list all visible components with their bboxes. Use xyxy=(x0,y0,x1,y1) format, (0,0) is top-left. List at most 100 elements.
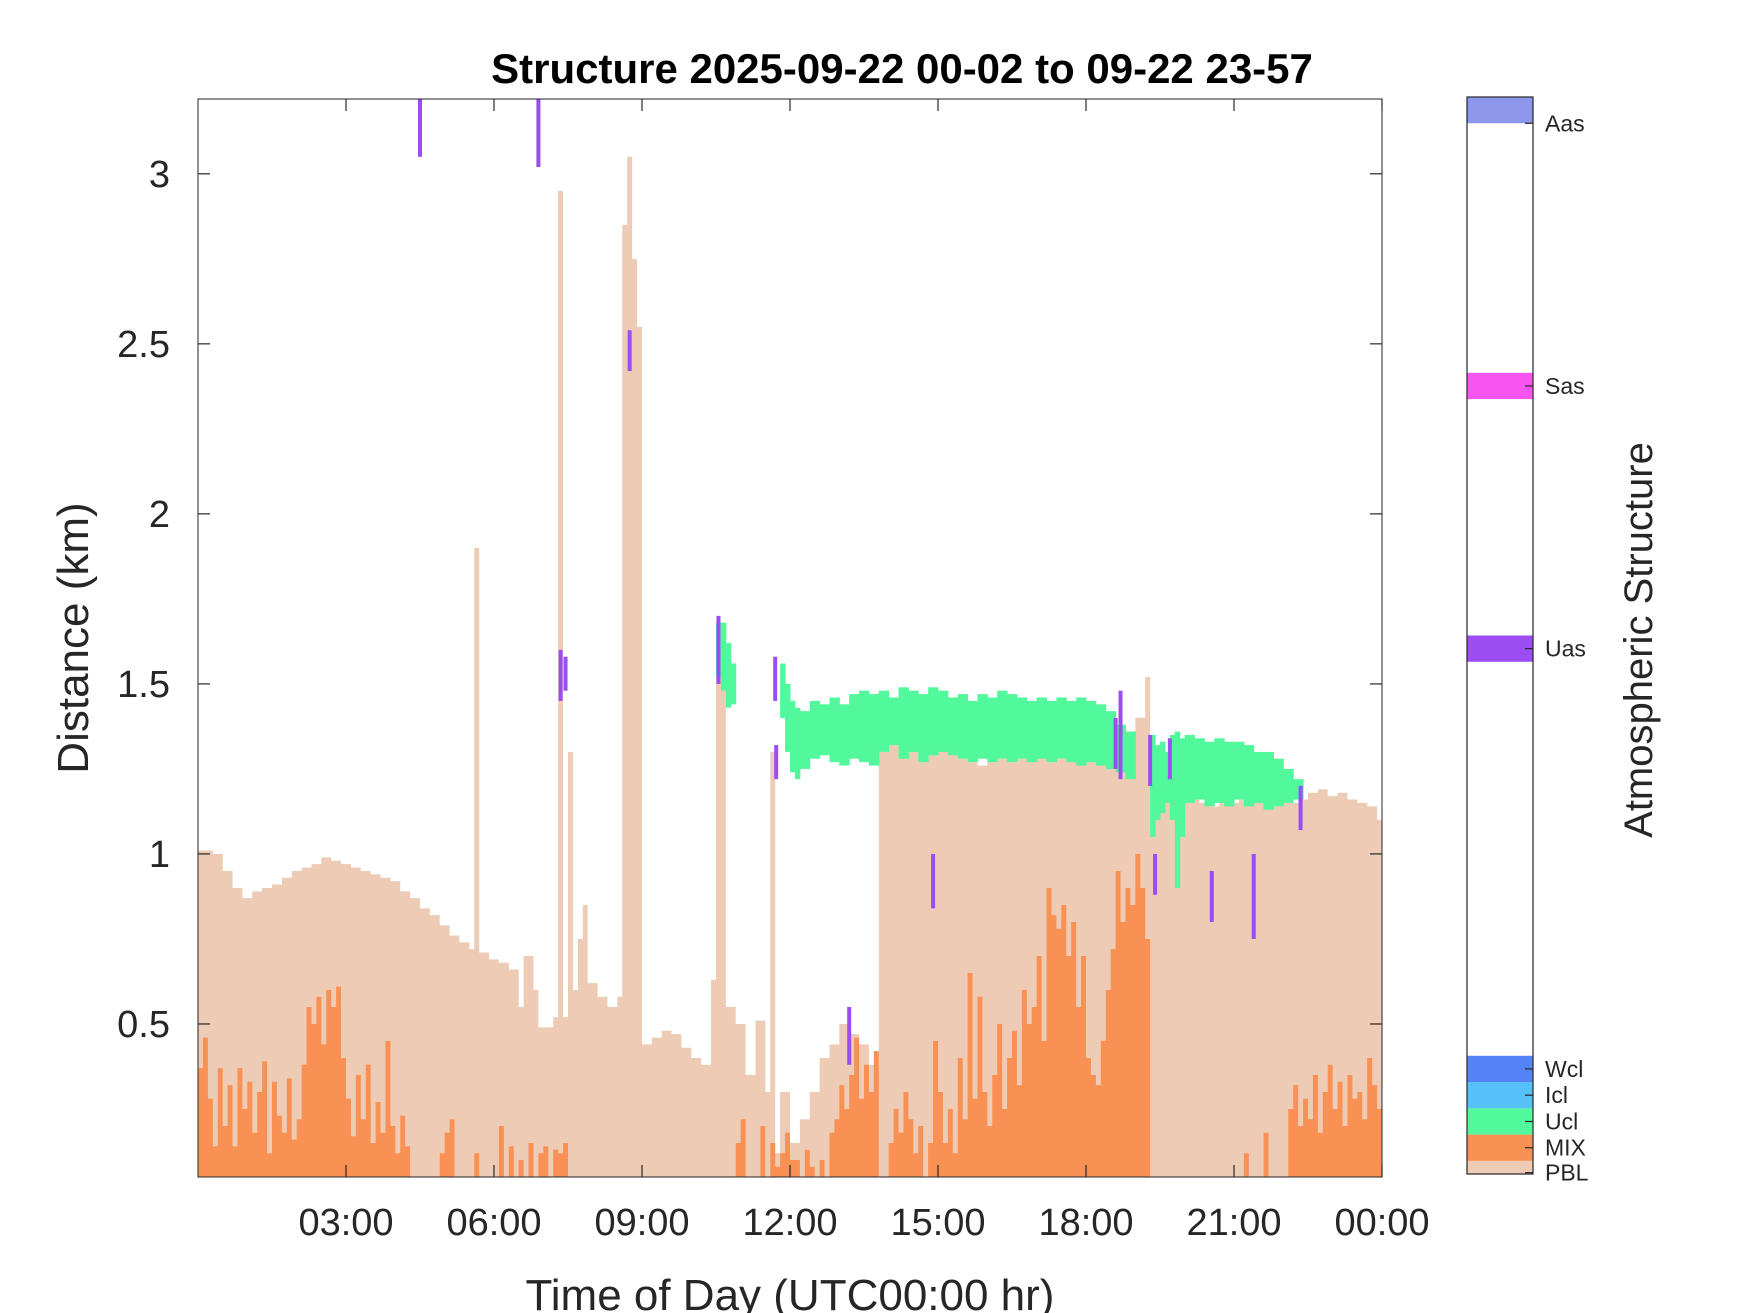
ucl-cell xyxy=(819,704,830,756)
colorbar-label: Sas xyxy=(1545,373,1585,399)
ucl-cell xyxy=(947,697,959,756)
ucl-cell xyxy=(794,707,801,780)
ucl-cell xyxy=(785,683,791,752)
ucl-cell xyxy=(1234,741,1245,800)
colorbar-band-uas xyxy=(1467,635,1533,662)
ucl-cell xyxy=(1224,741,1235,807)
uas-mark xyxy=(627,330,632,372)
ucl-cell xyxy=(908,690,919,752)
ucl-cell xyxy=(997,690,1008,759)
x-tick-label: 03:00 xyxy=(298,1202,393,1244)
y-tick-label: 0.5 xyxy=(117,1004,170,1046)
ucl-cell xyxy=(829,697,840,763)
ucl-cell xyxy=(888,697,900,746)
ucl-cell xyxy=(725,643,732,708)
uas-mark xyxy=(1251,853,1256,939)
colorbar-band-pbl xyxy=(1467,1160,1533,1174)
ucl-cell xyxy=(1016,697,1028,759)
y-tick-label: 2.5 xyxy=(117,324,170,366)
uas-mark xyxy=(931,853,936,909)
uas-mark xyxy=(558,649,563,701)
ucl-cell xyxy=(928,687,939,756)
ucl-cell xyxy=(1036,697,1048,759)
x-tick-label: 21:00 xyxy=(1186,1202,1281,1244)
ucl-cell xyxy=(1076,697,1087,766)
ucl-cell xyxy=(1293,779,1304,800)
pbl-area xyxy=(198,156,1382,1177)
ucl-cell xyxy=(957,694,969,759)
ucl-cell xyxy=(1263,751,1274,810)
mix-layer xyxy=(198,853,1382,1177)
uas-mark xyxy=(774,745,779,780)
x-tick-label: 12:00 xyxy=(742,1202,837,1244)
ucl-cell xyxy=(730,663,737,705)
y-tick-label: 1.5 xyxy=(117,664,170,706)
x-tick-label: 18:00 xyxy=(1038,1202,1133,1244)
ucl-cell xyxy=(720,622,727,691)
ucl-cell xyxy=(1273,758,1284,807)
colorbar-frame xyxy=(1466,96,1534,1175)
ucl-cell xyxy=(809,700,821,759)
ucl-cell xyxy=(780,663,786,718)
x-axis-title: Time of Day (UTC00:00 hr) xyxy=(526,1271,1055,1313)
colorbar-label: Aas xyxy=(1545,110,1585,136)
x-tick-label: 00:00 xyxy=(1334,1202,1429,1244)
ucl-cell xyxy=(849,694,860,759)
uas-mark xyxy=(563,656,568,691)
colorbar-label: Wcl xyxy=(1545,1056,1583,1082)
ucl-cell xyxy=(1194,738,1205,800)
ucl-cell xyxy=(967,700,978,763)
colorbar-band-wcl xyxy=(1467,1055,1533,1083)
uas-mark xyxy=(1298,785,1303,831)
ucl-cell xyxy=(868,694,880,766)
ucl-cell xyxy=(918,694,929,763)
y-axis-title: Distance (km) xyxy=(49,502,98,773)
uas-mark xyxy=(418,99,422,157)
ucl-cell xyxy=(1056,697,1067,759)
uas-mark xyxy=(1118,690,1123,780)
x-axis: 03:00 06:00 09:00 12:00 15:00 18:00 21:00 00:00 xyxy=(298,99,1430,1244)
ucl-cell xyxy=(1243,745,1255,807)
uas-mark xyxy=(1209,870,1214,922)
ucl-cell xyxy=(1095,704,1107,766)
y-tick-label: 3 xyxy=(149,154,170,196)
colorbar-label: Icl xyxy=(1545,1082,1568,1108)
ucl-cell xyxy=(898,687,909,759)
ucl-cell xyxy=(1179,738,1186,837)
ucl-cell xyxy=(1164,751,1171,803)
colorbar-label: PBL xyxy=(1545,1160,1589,1186)
colorbar-label: Ucl xyxy=(1545,1108,1578,1134)
uas-mark xyxy=(1113,717,1118,769)
ucl-cell xyxy=(790,700,796,773)
ucl-cell xyxy=(1155,745,1161,820)
x-tick-label: 06:00 xyxy=(446,1202,541,1244)
uas-mark xyxy=(1153,853,1158,895)
y-tick-label: 1 xyxy=(149,834,170,876)
y-tick-label: 2 xyxy=(149,494,170,536)
ucl-layer xyxy=(716,622,1304,888)
x-tick-label: 15:00 xyxy=(890,1202,985,1244)
uas-mark xyxy=(536,99,541,168)
ucl-cell xyxy=(878,690,890,752)
uas-mark xyxy=(847,1006,852,1065)
uas-mark xyxy=(1148,734,1153,786)
ucl-cell xyxy=(1283,768,1294,803)
ucl-cell xyxy=(938,690,949,752)
ucl-cell xyxy=(1105,711,1117,769)
ucl-cell xyxy=(1160,741,1166,814)
uas-mark xyxy=(716,615,721,684)
ucl-cell xyxy=(1150,734,1156,837)
plot-area xyxy=(197,98,1383,1178)
pbl-layer xyxy=(198,156,1382,1177)
uas-mark xyxy=(773,656,778,701)
ucl-cell xyxy=(1046,700,1057,763)
colorbar-label: MIX xyxy=(1545,1135,1586,1161)
ucl-cell xyxy=(1174,731,1181,888)
colorbar-band-ucl xyxy=(1467,1108,1533,1135)
colorbar-band-icl xyxy=(1467,1082,1533,1109)
uas-mark xyxy=(1167,738,1172,780)
ucl-cell xyxy=(1125,731,1136,780)
ucl-cell xyxy=(977,694,988,759)
